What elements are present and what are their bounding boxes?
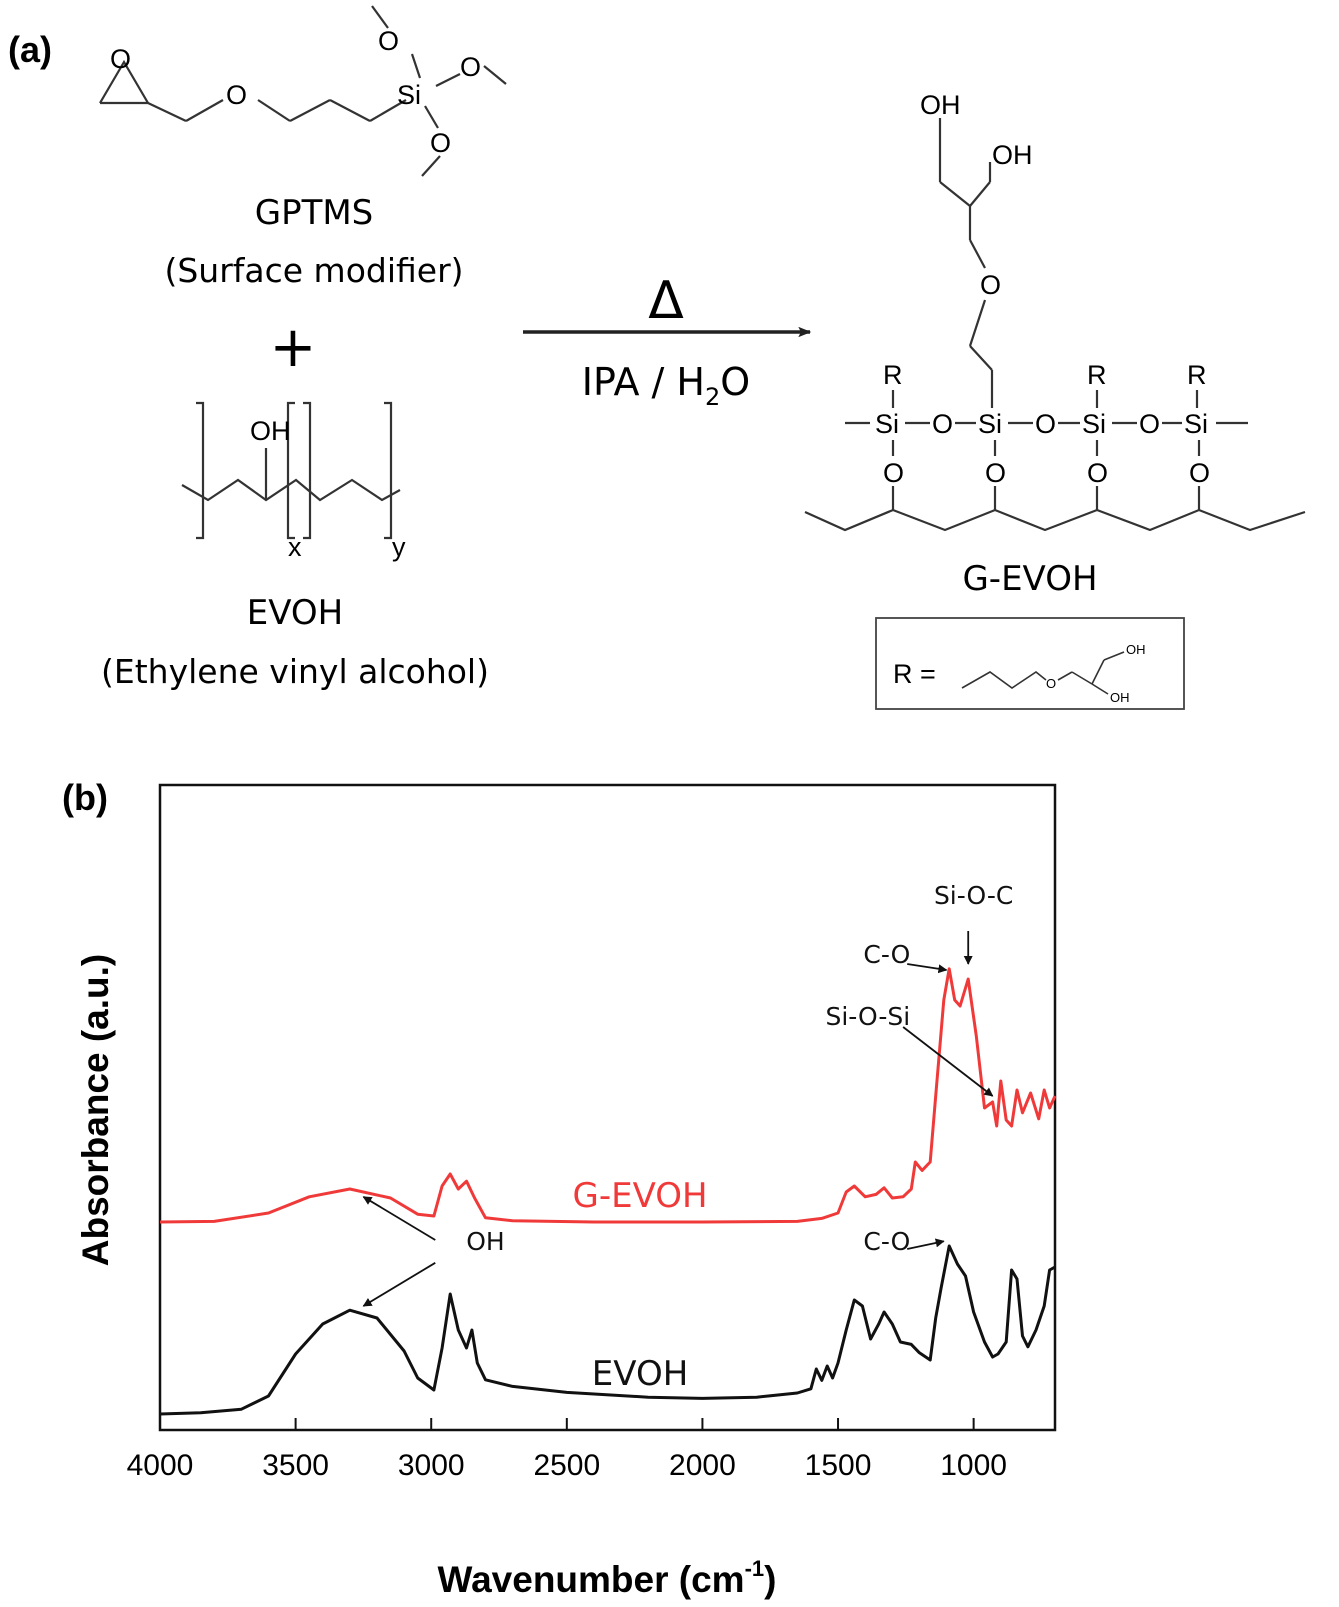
atom-o: O [1087, 458, 1108, 488]
annotation-arrow [907, 963, 948, 974]
annotation-arrow [902, 1026, 994, 1097]
atom-o: O [1189, 458, 1210, 488]
atom-o: O [460, 52, 481, 82]
atom-o: O [1046, 676, 1056, 691]
product-name: G-EVOH [962, 559, 1097, 599]
x-axis-ticks: 4000 3500 3000 2500 2000 1500 1000 [127, 1418, 1007, 1482]
g-evoh-structure: OH OH O Si O Si O Si O Si R R R [804, 90, 1306, 532]
atom-o: O [110, 44, 131, 74]
series-label: EVOH [592, 1354, 688, 1394]
atom-o: O [932, 409, 953, 439]
gptms-structure: O O Si O O O [99, 5, 507, 177]
peak-annotation-label: C-O [863, 940, 910, 969]
atom-oh: OH [992, 140, 1033, 170]
annotation-arrow [907, 1238, 945, 1250]
atom-si: Si [1184, 409, 1208, 439]
plot-area-frame [158, 783, 1057, 1432]
atom-o: O [980, 270, 1001, 300]
series-line-evoh [159, 1244, 1056, 1416]
atom-o: O [430, 128, 451, 158]
r-equals-label: R = [893, 659, 936, 689]
subscript-x: x [288, 532, 302, 562]
panel-label-a: (a) [8, 29, 52, 70]
x-tick-label: 1500 [805, 1449, 872, 1482]
evoh-name: EVOH [247, 593, 343, 633]
atom-o: O [226, 80, 247, 110]
x-tick-label: 1000 [940, 1449, 1007, 1482]
atom-si: Si [397, 80, 421, 110]
panel-label-b: (b) [62, 777, 108, 818]
panel-b: (b) 4000 3500 3000 2500 2000 1500 1000 G-EVOH E… [62, 777, 1057, 1600]
peak-annotation-label: OH [466, 1227, 504, 1256]
x-tick-label: 2500 [533, 1449, 600, 1482]
annotation-arrow [362, 1196, 436, 1241]
series-label: G-EVOH [572, 1176, 707, 1216]
peak-annotation-label: Si-O-Si [825, 1002, 910, 1031]
x-axis-label: Wavenumber (cm-1) [438, 1556, 777, 1600]
peak-annotation-label: C-O [863, 1227, 910, 1256]
atom-r: R [1187, 360, 1207, 390]
plus-sign: + [270, 315, 317, 380]
reaction-arrow: Δ IPA / H2O [523, 271, 812, 411]
atom-o: O [985, 458, 1006, 488]
x-tick-label: 3000 [398, 1449, 465, 1482]
reaction-conditions: IPA / H2O [582, 360, 750, 411]
r-group-definition-box: R = O OH OH [875, 617, 1185, 710]
subscript-y: y [392, 532, 406, 562]
atom-oh: OH [1110, 690, 1130, 705]
peak-annotation-label: Si-O-C [934, 881, 1013, 910]
series-line-g-evoh [159, 967, 1057, 1224]
atom-o: O [1035, 409, 1056, 439]
atom-o: O [1139, 409, 1160, 439]
x-tick-label: 3500 [262, 1449, 329, 1482]
atom-si: Si [978, 409, 1002, 439]
annotation-arrow [362, 1262, 436, 1307]
atom-oh: OH [250, 416, 291, 446]
atom-si: Si [875, 409, 899, 439]
atom-o: O [378, 26, 399, 56]
atom-oh: OH [920, 90, 961, 120]
x-tick-label: 2000 [669, 1449, 736, 1482]
y-axis-label: Absorbance (a.u.) [75, 954, 116, 1267]
gptms-name: GPTMS [255, 193, 374, 233]
atom-o: O [883, 458, 904, 488]
ftir-chart: 4000 3500 3000 2500 2000 1500 1000 G-EVOHEVOH … [75, 783, 1057, 1600]
heat-symbol: Δ [648, 271, 684, 331]
atom-r: R [883, 360, 903, 390]
peak-annotations: Si-O-C C-O Si-O-Si OH C-O [362, 881, 1013, 1307]
atom-oh: OH [1126, 642, 1146, 657]
x-tick-label: 4000 [127, 1449, 194, 1482]
spectra-series [159, 967, 1057, 1416]
atom-r: R [1087, 360, 1107, 390]
panel-a: (a) O O Si O O O GPTMS (Surface modifier… [8, 5, 1306, 710]
evoh-description: (Ethylene vinyl alcohol) [101, 652, 489, 691]
series-labels: G-EVOH EVOH [572, 1176, 707, 1394]
atom-si: Si [1082, 409, 1106, 439]
gptms-description: (Surface modifier) [164, 251, 463, 290]
evoh-structure: OH x y [181, 401, 406, 562]
